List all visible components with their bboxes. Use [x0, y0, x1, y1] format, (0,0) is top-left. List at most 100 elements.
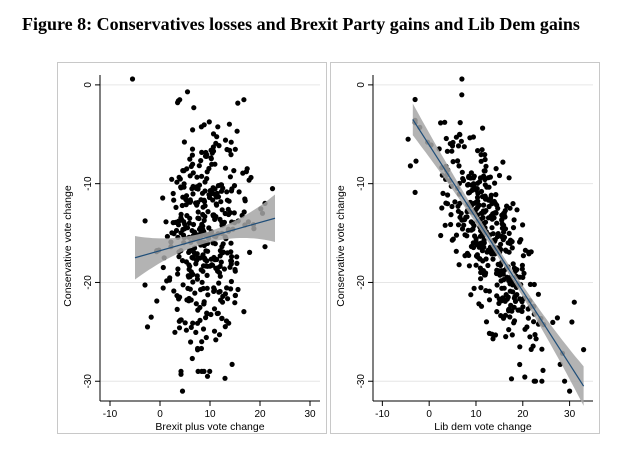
- data-point: [456, 262, 462, 268]
- data-point: [206, 194, 213, 201]
- data-point: [413, 158, 419, 164]
- data-point: [461, 222, 467, 228]
- data-point: [190, 183, 196, 190]
- data-point: [562, 378, 568, 384]
- data-point: [482, 182, 488, 188]
- data-point: [466, 252, 472, 258]
- data-point: [228, 152, 234, 158]
- data-point: [187, 198, 194, 204]
- data-point: [178, 371, 184, 377]
- data-point: [262, 244, 268, 250]
- data-point: [480, 125, 486, 131]
- data-point: [203, 315, 209, 321]
- data-point: [190, 127, 196, 133]
- data-point: [494, 293, 500, 299]
- data-point: [483, 319, 490, 325]
- data-point: [517, 361, 523, 368]
- data-point: [456, 163, 462, 169]
- data-point: [554, 315, 560, 321]
- data-point: [517, 296, 523, 302]
- y-tick-label: 0: [356, 82, 367, 88]
- data-point: [459, 217, 465, 223]
- data-point: [195, 368, 201, 374]
- data-point: [164, 233, 170, 240]
- x-tick-label: 10: [204, 409, 216, 420]
- data-point: [506, 307, 512, 313]
- data-point: [510, 225, 517, 231]
- data-point: [490, 336, 496, 342]
- data-point: [498, 262, 504, 268]
- y-axis-title: Conservative vote change: [62, 185, 74, 307]
- data-point: [496, 268, 502, 274]
- data-point: [189, 228, 195, 234]
- data-point: [444, 148, 450, 154]
- data-point: [183, 327, 189, 333]
- confidence-band: [135, 194, 275, 280]
- data-point: [550, 319, 556, 325]
- data-point: [204, 272, 210, 278]
- data-point: [247, 249, 253, 255]
- data-point: [483, 256, 489, 262]
- data-point: [458, 210, 464, 216]
- data-point: [219, 315, 225, 322]
- data-point: [581, 347, 587, 353]
- data-point: [511, 304, 517, 310]
- data-point: [173, 227, 180, 234]
- data-point: [212, 191, 218, 197]
- data-point: [488, 213, 494, 219]
- data-point: [507, 288, 513, 294]
- data-point: [443, 135, 449, 142]
- data-point: [187, 286, 193, 292]
- data-point: [172, 329, 178, 335]
- data-point: [222, 324, 228, 330]
- data-point: [492, 237, 498, 243]
- data-point: [510, 281, 516, 287]
- data-point: [412, 189, 418, 195]
- data-point: [495, 205, 501, 211]
- data-point: [229, 254, 235, 260]
- data-point: [498, 313, 504, 319]
- data-point: [520, 222, 526, 228]
- data-point: [455, 222, 462, 228]
- data-point: [466, 263, 472, 269]
- data-point: [198, 158, 204, 164]
- data-point: [228, 139, 234, 145]
- data-point: [142, 282, 148, 288]
- data-point: [190, 221, 197, 228]
- data-point: [173, 204, 179, 210]
- data-point: [184, 213, 190, 219]
- data-point: [174, 179, 180, 185]
- data-point: [180, 194, 186, 200]
- data-point: [438, 232, 444, 239]
- y-tick-label: -30: [356, 374, 367, 389]
- data-point: [501, 229, 507, 235]
- data-point: [478, 276, 484, 282]
- data-point: [200, 326, 207, 332]
- data-point: [208, 256, 214, 262]
- data-point: [412, 96, 418, 103]
- data-point: [220, 241, 226, 247]
- data-point: [489, 331, 495, 337]
- data-point: [198, 267, 204, 273]
- data-point: [204, 285, 210, 291]
- data-point: [492, 180, 498, 186]
- data-point: [204, 169, 210, 175]
- data-point: [453, 248, 459, 254]
- data-point: [187, 274, 193, 280]
- data-point: [201, 217, 207, 223]
- data-point: [211, 287, 217, 293]
- data-point: [190, 320, 196, 326]
- data-point: [468, 292, 474, 298]
- data-point: [222, 137, 229, 143]
- data-point: [492, 210, 498, 216]
- data-point: [224, 146, 230, 153]
- data-point: [179, 202, 185, 209]
- data-point: [188, 339, 194, 345]
- data-point: [512, 293, 518, 300]
- data-point: [226, 320, 232, 326]
- data-point: [527, 281, 533, 287]
- data-point: [510, 201, 516, 207]
- data-point: [208, 311, 214, 318]
- data-point: [187, 156, 193, 162]
- data-point: [178, 215, 184, 221]
